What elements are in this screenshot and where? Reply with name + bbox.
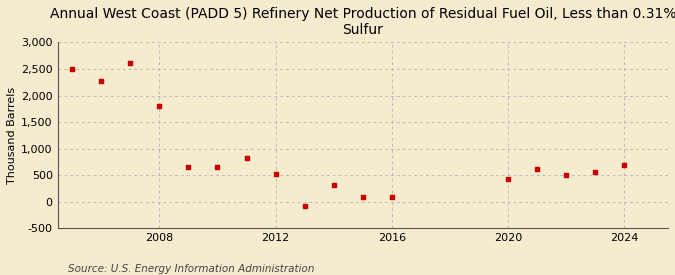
Point [358,195,369,199]
Point [125,60,136,65]
Point [619,163,630,167]
Point [67,66,78,71]
Title: Annual West Coast (PADD 5) Refinery Net Production of Residual Fuel Oil, Less th: Annual West Coast (PADD 5) Refinery Net … [49,7,675,37]
Point [387,194,398,199]
Point [532,167,543,171]
Point [154,104,165,108]
Point [561,173,572,177]
Point [590,169,601,174]
Point [183,165,194,169]
Y-axis label: Thousand Barrels: Thousand Barrels [7,87,17,184]
Text: Source: U.S. Energy Information Administration: Source: U.S. Energy Information Administ… [68,264,314,274]
Point [241,156,252,161]
Point [299,204,310,208]
Point [270,172,281,176]
Point [212,165,223,169]
Point [328,183,339,188]
Point [96,79,107,84]
Point [503,177,514,181]
